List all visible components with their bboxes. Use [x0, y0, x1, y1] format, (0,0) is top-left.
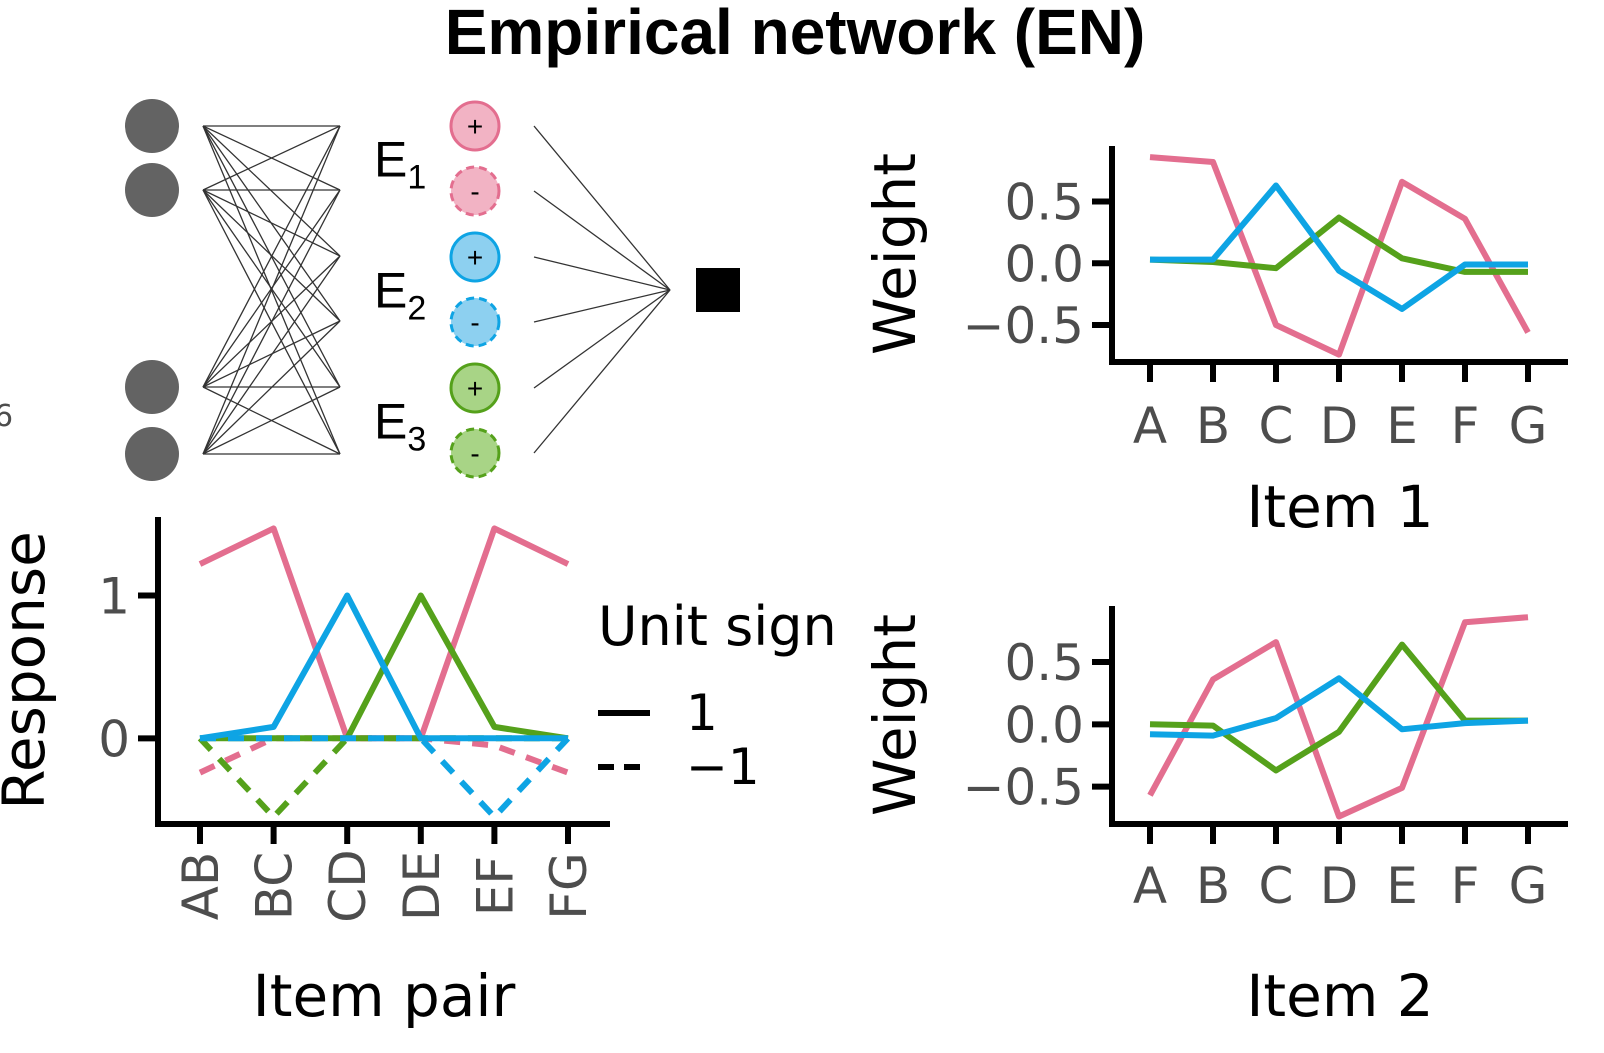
- x-tick-label: A: [1133, 397, 1167, 455]
- x-tick-label: F: [1451, 857, 1480, 915]
- y-tick-label: 0.5: [1004, 174, 1084, 232]
- input-node: [125, 163, 179, 217]
- series-line-e3: [1149, 641, 1528, 774]
- input-node: [125, 427, 179, 481]
- x-tick-label: C: [1259, 397, 1294, 455]
- output-edge: [533, 289, 671, 389]
- y-axis-title: Response: [0, 531, 58, 810]
- chart-item1: 0.50.0−0.5 A B C D E F G Item 1 Weight: [861, 146, 1568, 541]
- stray-label: 6: [0, 399, 13, 434]
- x-tick-label: AB: [172, 852, 230, 921]
- x-tick-label: E: [1386, 857, 1418, 915]
- x-axis-title: Item 1: [1246, 473, 1433, 541]
- unit-subscript: 3: [407, 421, 426, 459]
- y-tick-label: 0.5: [1004, 634, 1084, 692]
- unit-subscript: 2: [407, 290, 426, 328]
- x-tick-label: D: [1320, 857, 1359, 915]
- unit-label-e2: E2: [374, 263, 426, 328]
- unit-subscript: 1: [407, 159, 426, 197]
- unit-letter: E: [374, 132, 407, 188]
- unit-letter: E: [374, 394, 407, 450]
- unit-label-e3: E3: [374, 394, 426, 459]
- input-node: [125, 360, 179, 414]
- input-edge: [202, 125, 341, 388]
- legend-label: 1: [686, 684, 718, 742]
- x-tick-label: E: [1386, 397, 1418, 455]
- unit-plus-node-e3: [449, 362, 501, 414]
- unit-minus-node-e3: [449, 427, 501, 479]
- minus-sign: -: [470, 438, 479, 469]
- plus-sign: +: [467, 373, 483, 404]
- output-edge: [533, 256, 671, 291]
- x-tick-label: C: [1259, 857, 1294, 915]
- legend-label: −1: [686, 738, 760, 796]
- y-tick-label: 1: [98, 568, 130, 626]
- series-line-e1-dashed: [198, 735, 570, 776]
- x-tick-label: G: [1509, 857, 1548, 915]
- y-tick-label: 0: [98, 710, 130, 768]
- chart-response: 0 1 AB BC CD DE EF FG Item pair Response Unit sign…: [0, 517, 837, 1030]
- input-edge: [202, 125, 341, 257]
- input-edge: [202, 125, 341, 191]
- x-tick-label: EF: [466, 856, 524, 916]
- minus-sign: -: [470, 176, 479, 207]
- output-edge: [533, 125, 671, 291]
- unit-letter: E: [374, 263, 407, 319]
- x-tick-label: FG: [540, 852, 598, 920]
- series-line-e2: [1149, 675, 1529, 739]
- plus-sign: +: [467, 111, 483, 142]
- unit-plus-node-e1: [449, 100, 501, 152]
- unit-plus-node-e2: [449, 231, 501, 283]
- input-edge: [202, 386, 341, 455]
- y-tick-label: 0.0: [1004, 696, 1084, 754]
- x-tick-label: A: [1133, 857, 1167, 915]
- network-edges: [202, 125, 671, 455]
- series-line-e1: [1149, 154, 1531, 358]
- y-axis-title: Weight: [861, 153, 929, 355]
- figure-title: Empirical network (EN): [445, 0, 1146, 68]
- output-edge: [533, 289, 671, 454]
- output-node: [696, 268, 740, 312]
- input-edge: [202, 189, 341, 257]
- output-edge: [533, 190, 671, 291]
- series-line-e1: [198, 525, 570, 742]
- series-line-e2: [1150, 182, 1528, 312]
- series-line-e1: [1147, 614, 1529, 820]
- unit-label-e1: E1: [374, 132, 426, 197]
- unit-minus-node-e2: [449, 296, 501, 348]
- input-edge: [202, 189, 341, 455]
- output-edge: [533, 289, 671, 323]
- x-tick-label: B: [1196, 397, 1230, 455]
- input-edge: [202, 320, 341, 455]
- chart-item2: 0.50.0−0.5 A B C D E F G Item 2 Weight: [861, 606, 1568, 1030]
- input-node: [125, 99, 179, 153]
- x-axis-title: Item 2: [1246, 962, 1433, 1030]
- unit-minus-node-e1: [449, 165, 501, 217]
- x-tick-label: DE: [393, 851, 451, 921]
- input-edge: [202, 125, 341, 455]
- plus-sign: +: [467, 242, 483, 273]
- minus-sign: -: [470, 307, 479, 338]
- x-tick-label: BC: [246, 852, 304, 920]
- x-tick-label: D: [1320, 397, 1359, 455]
- x-tick-label: B: [1196, 857, 1230, 915]
- y-tick-label: 0.0: [1004, 235, 1084, 293]
- series-line-e2-dashed: [200, 735, 571, 820]
- network-diagram: E1+-E2+-E3+-: [125, 99, 740, 481]
- y-axis-title: Weight: [861, 614, 929, 816]
- y-tick-label: −0.5: [963, 297, 1084, 355]
- input-edge: [202, 255, 341, 455]
- series-line-e2: [199, 592, 568, 742]
- legend-title: Unit sign: [598, 595, 837, 658]
- x-axis-title: Item pair: [253, 962, 516, 1030]
- legend: Unit sign 1−1: [598, 595, 837, 796]
- y-tick-label: −0.5: [963, 759, 1084, 817]
- x-tick-label: G: [1509, 397, 1548, 455]
- x-tick-label: CD: [319, 849, 377, 922]
- x-tick-label: F: [1451, 397, 1480, 455]
